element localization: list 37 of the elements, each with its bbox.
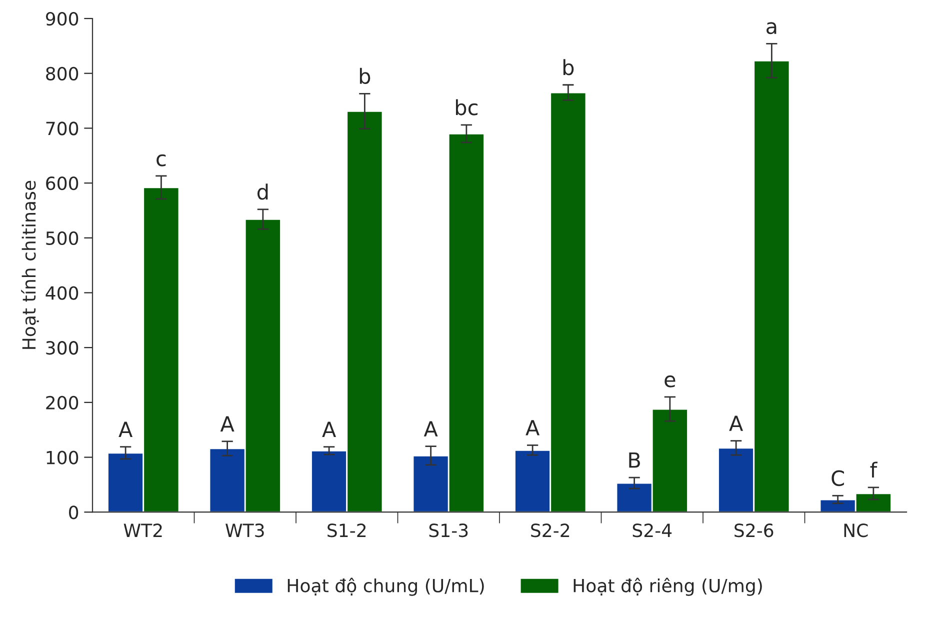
x-tick-label: WT2 bbox=[124, 524, 162, 537]
annotation: B bbox=[629, 452, 640, 468]
legend-label: Hoạt độ chung (U/mL) bbox=[288, 578, 484, 596]
annotation: A bbox=[118, 422, 133, 437]
y-axis-title: Hoạt tính chitinase bbox=[21, 180, 39, 349]
annotation: a bbox=[766, 22, 776, 34]
y-tick-label: 800 bbox=[46, 66, 78, 80]
y-tick-label: 100 bbox=[46, 450, 78, 464]
y-tick-label: 700 bbox=[46, 122, 78, 136]
x-tick-label: NC bbox=[844, 524, 868, 538]
legend-label: Hoạt độ riêng (U/mg) bbox=[574, 578, 762, 596]
annotation: e bbox=[664, 375, 676, 388]
y-tick-label: 500 bbox=[46, 231, 78, 246]
x-tick-label: WT3 bbox=[226, 524, 264, 538]
annotation: f bbox=[870, 462, 878, 478]
y-tick-label: 200 bbox=[46, 396, 78, 410]
annotation: C bbox=[832, 470, 844, 486]
annotation: A bbox=[322, 422, 336, 437]
x-tick-label: S2-2 bbox=[531, 524, 570, 538]
x-tick-label: S1-3 bbox=[429, 524, 468, 538]
annotation: d bbox=[257, 184, 268, 200]
annotation: b bbox=[563, 59, 574, 76]
x-tick-label: S2-6 bbox=[734, 524, 774, 538]
y-tick-label: 0 bbox=[69, 506, 78, 520]
annotation: b bbox=[360, 68, 370, 84]
x-tick-label: S1-2 bbox=[328, 524, 366, 538]
x-tick-label: S2-4 bbox=[632, 524, 672, 538]
y-tick-label: 300 bbox=[46, 341, 78, 355]
y-tick-label: 400 bbox=[46, 286, 78, 300]
annotation: A bbox=[220, 416, 234, 432]
annotation: A bbox=[424, 421, 438, 436]
annotation: bc bbox=[456, 99, 478, 116]
annotation: A bbox=[729, 416, 744, 431]
y-tick-label: 600 bbox=[46, 176, 78, 190]
y-tick-label: 900 bbox=[46, 12, 78, 26]
annotation: c bbox=[156, 154, 166, 166]
annotation: A bbox=[526, 420, 540, 436]
